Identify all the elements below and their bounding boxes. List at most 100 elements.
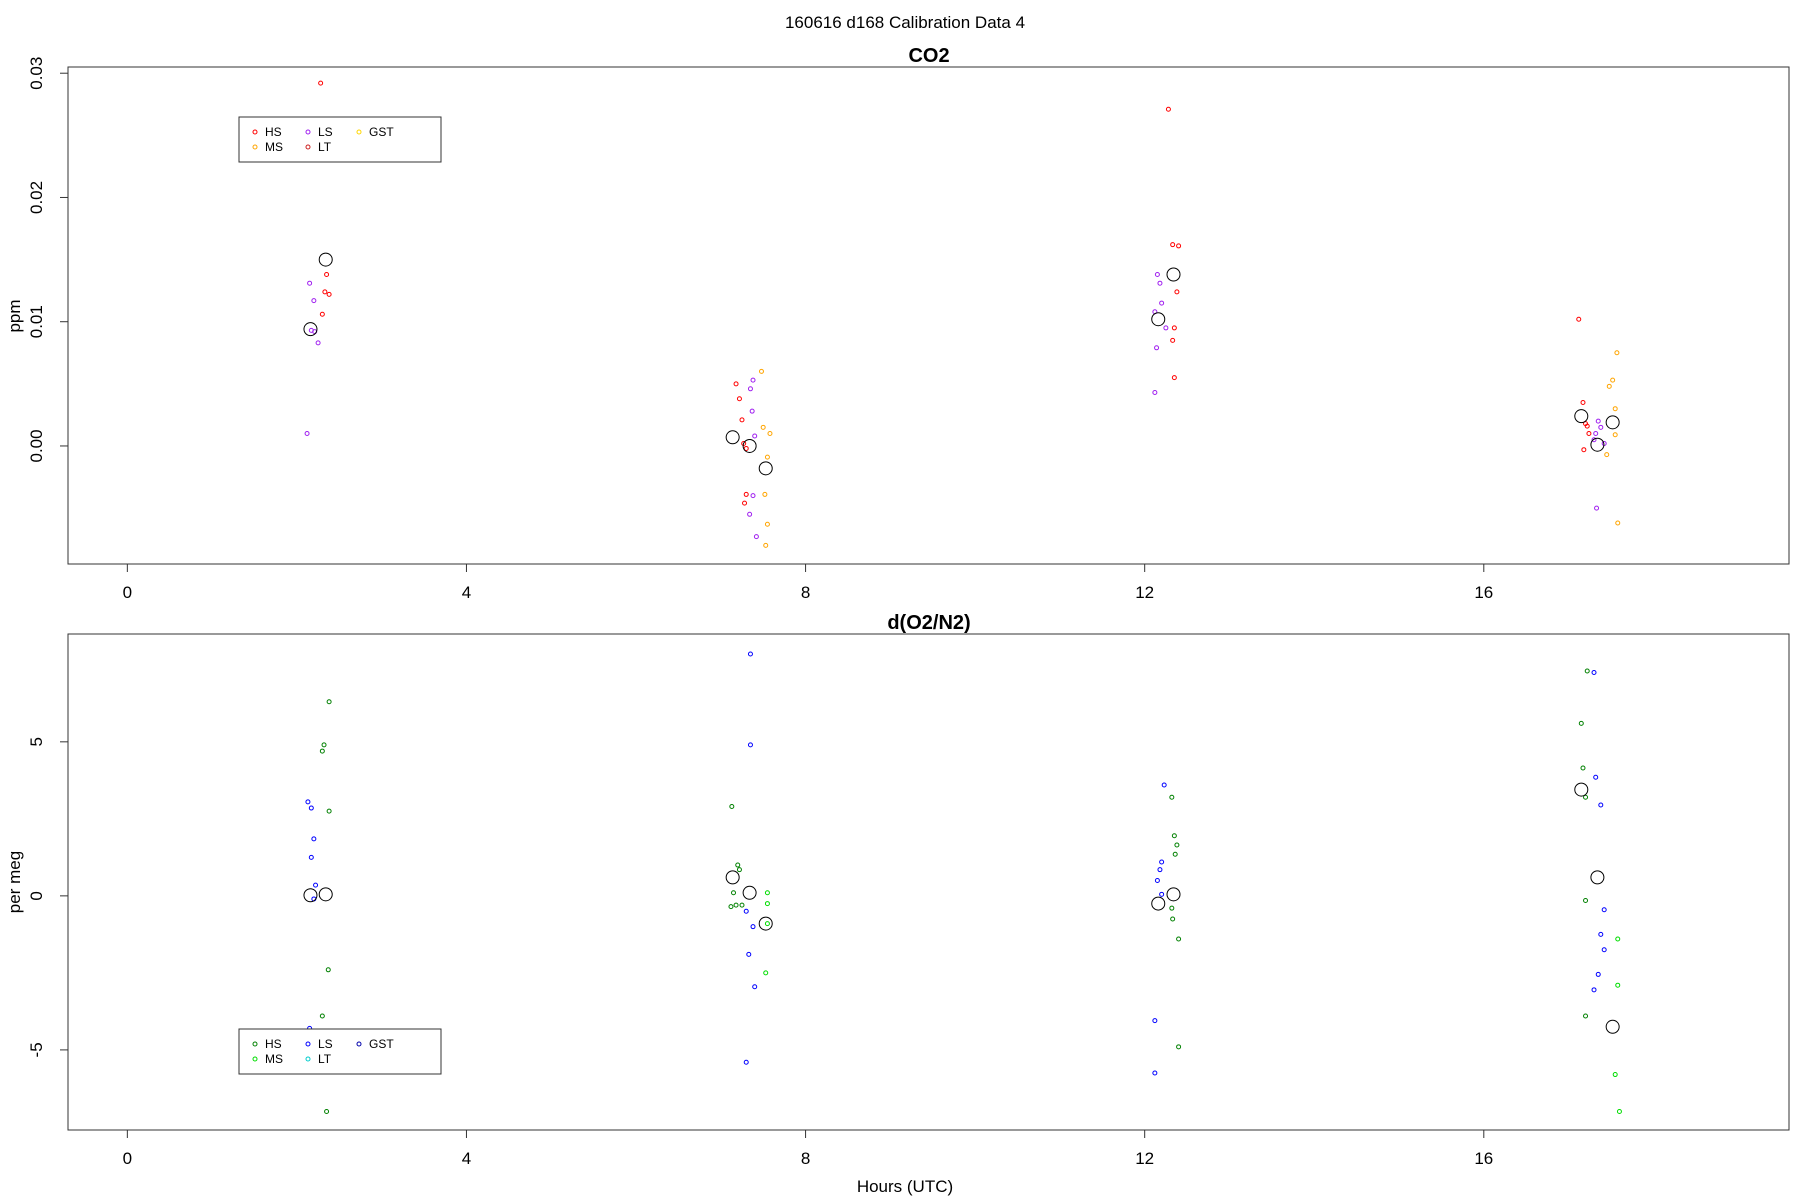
co2-point-hs	[1165, 106, 1171, 112]
o2n2-point-ls	[1598, 931, 1604, 937]
o2n2-point-ls	[305, 799, 311, 805]
o2n2-point-hs	[736, 867, 742, 873]
co2-point-ls	[304, 431, 310, 437]
o2n2-point-hs	[1172, 851, 1178, 857]
co2-point-hs	[739, 417, 745, 423]
figure-title: 160616 d168 Calibration Data 4	[785, 13, 1025, 32]
co2-point-hs	[1586, 431, 1592, 437]
co2-legend-marker-gst	[356, 129, 362, 135]
co2-legend-label-ms: MS	[265, 140, 283, 154]
co2-point-ls	[750, 493, 756, 499]
co2-point-ls	[747, 511, 753, 517]
o2n2-point-hs	[1176, 1044, 1182, 1050]
o2n2-point-hs	[1584, 668, 1590, 674]
o2n2-point-hs	[731, 890, 737, 896]
co2-point-hs	[1171, 375, 1177, 381]
co2-point-ms	[1610, 377, 1616, 383]
co2-legend-label-lt: LT	[318, 140, 332, 154]
o2n2-legend-label-lt: LT	[318, 1052, 332, 1066]
o2n2-point-hs	[1169, 905, 1175, 911]
o2n2-point-hs	[728, 904, 734, 910]
o2n2-point-hs	[321, 742, 327, 748]
co2-point-ms	[1615, 520, 1621, 526]
o2n2-point-ls	[1159, 859, 1165, 865]
o2n2-point-ls	[1598, 802, 1604, 808]
o2n2-y-tick-label: -5	[27, 1042, 46, 1057]
co2-mean-point	[742, 438, 757, 453]
co2-point-ls	[1593, 431, 1599, 437]
co2-point-ms	[1612, 406, 1618, 412]
co2-point-ls	[752, 433, 758, 439]
o2n2-point-ls	[311, 836, 317, 842]
o2n2-point-ls	[747, 742, 753, 748]
o2n2-point-ms	[1615, 936, 1621, 942]
o2n2-point-ls	[1159, 891, 1165, 897]
co2-legend-label-ls: LS	[318, 125, 333, 139]
o2n2-point-hs	[1583, 897, 1589, 903]
o2n2-point-hs	[326, 699, 332, 705]
o2n2-point-ls	[1601, 947, 1607, 953]
o2n2-mean-point	[303, 888, 318, 903]
o2n2-point-hs	[1176, 936, 1182, 942]
co2-legend-label-hs: HS	[265, 125, 282, 139]
co2-mean-point	[758, 461, 773, 476]
co2-legend-marker-hs	[252, 129, 258, 135]
o2n2-points	[303, 651, 1622, 1115]
co2-mean-point	[1166, 267, 1181, 282]
co2-point-hs	[324, 271, 330, 277]
co2-point-hs	[743, 445, 749, 451]
co2-point-ls	[747, 386, 753, 392]
o2n2-legend-label-hs: HS	[265, 1037, 282, 1051]
o2n2-point-hs	[1169, 794, 1175, 800]
o2n2-y-axis: -5 0 5	[27, 737, 69, 1057]
o2n2-point-hs	[319, 1013, 325, 1019]
co2-point-hs	[1581, 447, 1587, 453]
co2-point-hs	[1170, 242, 1176, 248]
co2-point-hs	[741, 440, 747, 446]
co2-point-ls	[1154, 345, 1160, 351]
co2-point-ls	[1591, 437, 1597, 443]
o2n2-mean-point	[1605, 1019, 1620, 1034]
o2n2-point-hs	[1578, 720, 1584, 726]
o2n2-point-ls	[1154, 877, 1160, 883]
o2n2-point-ms	[764, 901, 770, 907]
o2n2-mean-point	[1590, 870, 1605, 885]
co2-point-ms	[1604, 452, 1610, 458]
co2-point-ms	[760, 424, 766, 430]
co2-mean-point	[1605, 415, 1620, 430]
o2n2-point-ls	[1152, 1018, 1158, 1024]
co2-point-hs	[1176, 243, 1182, 249]
o2n2-mean-point	[1574, 782, 1589, 797]
o2n2-x-tick-label: 12	[1135, 1149, 1154, 1168]
co2-mean-point	[1590, 437, 1605, 452]
o2n2-x-tick-label: 0	[123, 1149, 132, 1168]
o2n2-legend-label-ms: MS	[265, 1052, 283, 1066]
o2n2-point-hs	[324, 1109, 330, 1115]
co2-y-tick-label: 0.00	[27, 429, 46, 462]
co2-x-tick-label: 16	[1474, 583, 1493, 602]
o2n2-point-hs	[729, 804, 735, 810]
co2-point-ms	[764, 454, 770, 460]
co2-point-ms	[1612, 432, 1618, 438]
co2-point-ms	[764, 521, 770, 527]
o2n2-point-ms	[1616, 1109, 1622, 1115]
co2-point-hs	[1576, 316, 1582, 322]
o2n2-legend-label-ls: LS	[318, 1037, 333, 1051]
o2n2-point-hs	[319, 748, 325, 754]
o2n2-point-ls	[1591, 987, 1597, 993]
co2-point-ms	[763, 542, 769, 548]
o2n2-mean-point	[1151, 896, 1166, 911]
co2-point-hs	[733, 381, 739, 387]
co2-x-tick-label: 12	[1135, 583, 1154, 602]
co2-point-ls	[1595, 418, 1601, 424]
o2n2-point-ls	[743, 908, 749, 914]
o2n2-point-ls	[1601, 907, 1607, 913]
co2-point-ls	[1598, 424, 1604, 430]
co2-x-axis: 0 4 8 12 16	[123, 563, 1493, 602]
o2n2-point-ls	[750, 924, 756, 930]
o2n2-panel-title: d(O2/N2)	[887, 612, 970, 634]
o2n2-point-hs	[1580, 765, 1586, 771]
o2n2-x-tick-label: 16	[1474, 1149, 1493, 1168]
co2-legend-marker-ls	[305, 129, 311, 135]
